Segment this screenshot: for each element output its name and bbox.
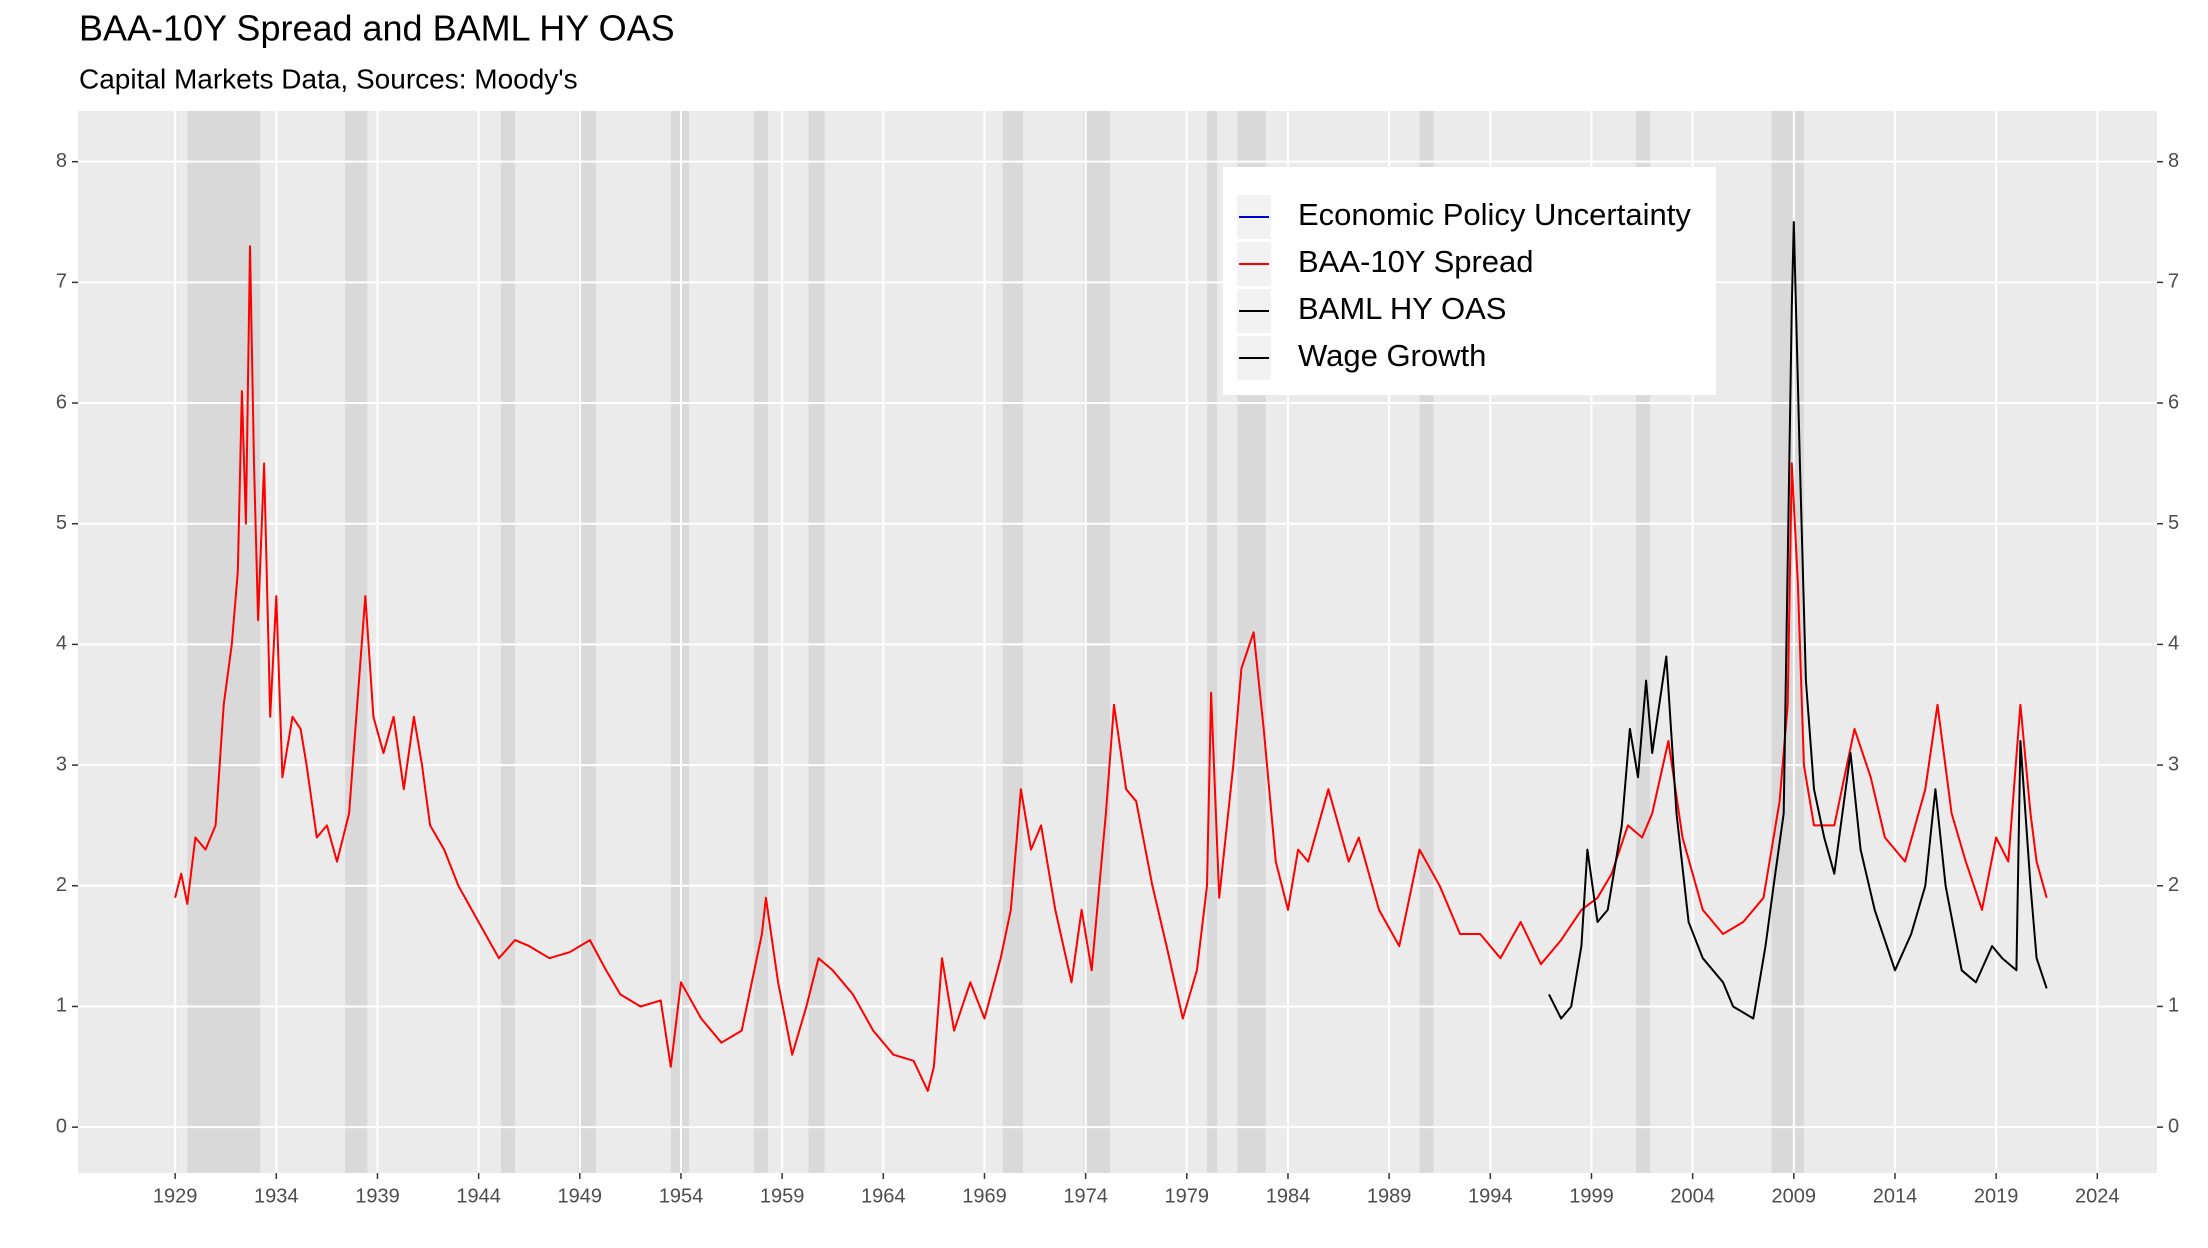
y2-tick-label: 1 bbox=[2168, 995, 2179, 1017]
x-tick-label: 1934 bbox=[254, 1185, 299, 1207]
recession-band bbox=[1207, 111, 1218, 1173]
y2-tick-label: 6 bbox=[2168, 391, 2179, 413]
y-tick-label: 6 bbox=[56, 391, 67, 413]
x-tick-label: 1999 bbox=[1569, 1185, 1614, 1207]
y2-tick-label: 8 bbox=[2168, 150, 2179, 172]
recession-band bbox=[808, 111, 825, 1173]
recession-band bbox=[187, 111, 261, 1173]
y2-tick-label: 7 bbox=[2168, 271, 2179, 293]
x-tick-label: 1954 bbox=[659, 1185, 704, 1207]
recession-band bbox=[345, 111, 368, 1173]
series-line bbox=[174, 245, 2048, 1092]
recession-band bbox=[753, 111, 768, 1173]
legend-box bbox=[1223, 167, 1716, 395]
plot-panel bbox=[78, 111, 2157, 1173]
legend-label: BAA-10Y Spread bbox=[1298, 244, 1534, 279]
series-line bbox=[1548, 221, 2048, 1020]
x-tick-label: 1979 bbox=[1165, 1185, 1210, 1207]
x-tick-label: 1939 bbox=[355, 1185, 400, 1207]
recession-band bbox=[500, 111, 516, 1173]
y-tick-label: 5 bbox=[56, 512, 67, 534]
recession-band bbox=[670, 111, 690, 1173]
recession-band bbox=[1002, 111, 1023, 1173]
chart-title: BAA-10Y Spread and BAML HY OAS bbox=[79, 8, 675, 49]
legend-label: BAML HY OAS bbox=[1298, 291, 1506, 326]
x-tick-label: 2004 bbox=[1670, 1185, 1715, 1207]
x-tick-label: 1959 bbox=[760, 1185, 805, 1207]
x-tick-label: 1994 bbox=[1468, 1185, 1513, 1207]
y2-tick-label: 0 bbox=[2168, 1115, 2179, 1137]
y2-tick-label: 5 bbox=[2168, 512, 2179, 534]
y-tick-label: 1 bbox=[56, 995, 67, 1017]
legend-label: Wage Growth bbox=[1298, 338, 1486, 373]
y-tick-label: 3 bbox=[56, 753, 67, 775]
x-tick-label: 2009 bbox=[1772, 1185, 1817, 1207]
recession-band bbox=[1771, 111, 1804, 1173]
x-tick-label: 1949 bbox=[558, 1185, 603, 1207]
y-tick-label: 7 bbox=[56, 271, 67, 293]
x-tick-label: 1974 bbox=[1063, 1185, 1108, 1207]
y-tick-label: 0 bbox=[56, 1115, 67, 1137]
y2-tick-label: 4 bbox=[2168, 633, 2179, 655]
x-tick-label: 2019 bbox=[1974, 1185, 2019, 1207]
y2-tick-label: 3 bbox=[2168, 753, 2179, 775]
recession-band bbox=[1083, 111, 1110, 1173]
x-tick-label: 1984 bbox=[1266, 1185, 1311, 1207]
y-tick-label: 2 bbox=[56, 874, 67, 896]
y-tick-label: 8 bbox=[56, 150, 67, 172]
x-tick-label: 1964 bbox=[861, 1185, 906, 1207]
y-tick-label: 4 bbox=[56, 633, 67, 655]
x-tick-label: 1929 bbox=[153, 1185, 198, 1207]
chart-subtitle: Capital Markets Data, Sources: Moody's bbox=[79, 63, 578, 94]
recession-band bbox=[577, 111, 596, 1173]
x-tick-label: 1969 bbox=[962, 1185, 1007, 1207]
y2-tick-label: 2 bbox=[2168, 874, 2179, 896]
x-tick-label: 1989 bbox=[1367, 1185, 1412, 1207]
x-tick-label: 2024 bbox=[2075, 1185, 2120, 1207]
x-tick-label: 1944 bbox=[456, 1185, 501, 1207]
legend-label: Economic Policy Uncertainty bbox=[1298, 197, 1691, 232]
x-tick-label: 2014 bbox=[1873, 1185, 1918, 1207]
